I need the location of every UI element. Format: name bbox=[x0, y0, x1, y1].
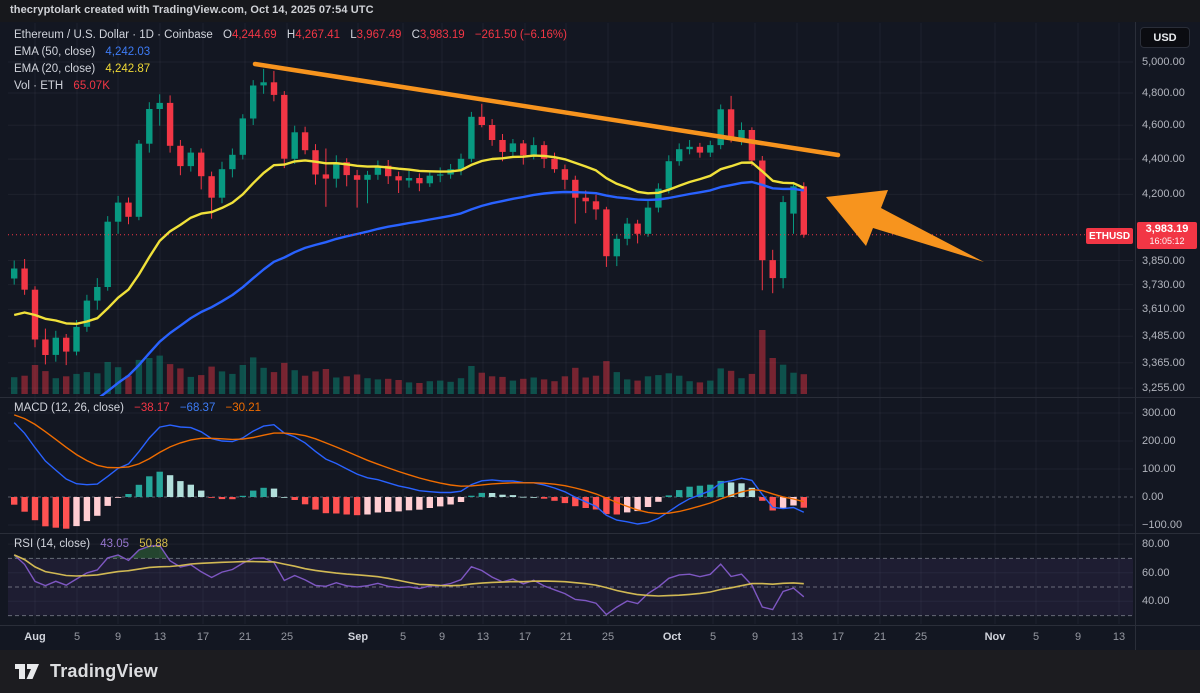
ohlc-close-label: C bbox=[411, 29, 420, 41]
time-tick-label: 21 bbox=[238, 631, 252, 643]
descending-trendline[interactable] bbox=[252, 61, 841, 158]
price-tick-label: 3,610.00 bbox=[1142, 303, 1185, 316]
time-tick-label: 25 bbox=[601, 631, 615, 643]
ema20-value: 4,242.87 bbox=[105, 63, 151, 75]
time-tick-label: 5 bbox=[709, 631, 717, 643]
price-tick-label: 3,255.00 bbox=[1142, 382, 1185, 395]
bar-countdown: 16:05:12 bbox=[1149, 236, 1185, 246]
symbol-ohlc-row: Ethereum / U.S. Dollar · 1D · Coinbase O… bbox=[14, 27, 567, 44]
time-tick-label: Sep bbox=[347, 631, 369, 643]
pane-separator-rsi[interactable] bbox=[0, 533, 1200, 534]
rsi-tick-label: 60.00 bbox=[1142, 566, 1170, 579]
price-tick-label: 3,485.00 bbox=[1142, 330, 1185, 343]
tradingview-logo-icon bbox=[15, 664, 39, 679]
ohlc-close-value: 3,983.19 bbox=[419, 29, 465, 41]
time-tick-label: 9 bbox=[438, 631, 446, 643]
ohlc-low-label: L bbox=[350, 29, 357, 41]
rsi-label: RSI (14, close) bbox=[14, 538, 91, 550]
price-tick-label: 4,800.00 bbox=[1142, 87, 1185, 99]
macd-tick-label: 0.00 bbox=[1142, 491, 1164, 503]
rsi-value: 43.05 bbox=[100, 538, 130, 550]
currency-toggle-button[interactable]: USD bbox=[1140, 27, 1190, 48]
price-tick-label: 4,600.00 bbox=[1142, 119, 1185, 132]
ema20-row: EMA (20, close) 4,242.87 bbox=[14, 61, 567, 78]
time-axis-border bbox=[0, 625, 1200, 626]
rsi-tick-label: 40.00 bbox=[1142, 595, 1170, 608]
volume-value: 65.07K bbox=[73, 80, 110, 92]
time-tick-label: 13 bbox=[153, 631, 167, 643]
macd-tick-label: 300.00 bbox=[1142, 407, 1176, 419]
ohlc-open-value: 4,244.69 bbox=[231, 29, 277, 41]
macd-tick-label: −100.00 bbox=[1142, 519, 1183, 531]
time-tick-label: 5 bbox=[73, 631, 81, 643]
time-tick-label: 13 bbox=[476, 631, 490, 643]
time-tick-label: 21 bbox=[873, 631, 887, 643]
ohlc-open-label: O bbox=[222, 29, 232, 41]
price-tick-label: 3,365.00 bbox=[1142, 356, 1185, 369]
time-tick-label: 9 bbox=[751, 631, 759, 643]
macd-hist-value: −38.17 bbox=[134, 402, 170, 414]
chart-background bbox=[0, 22, 1200, 650]
arrow-annotation[interactable] bbox=[826, 190, 984, 262]
time-tick-label: 25 bbox=[280, 631, 294, 643]
change-value: −261.50 (−6.16%) bbox=[474, 29, 567, 41]
footer-bar: TradingView bbox=[0, 650, 1200, 693]
price-tick-label: 3,850.00 bbox=[1142, 254, 1185, 267]
time-tick-label: 5 bbox=[1032, 631, 1040, 643]
rsi-tick-label: 80.00 bbox=[1142, 538, 1170, 551]
last-price-value: 3,983.19 bbox=[1145, 223, 1189, 235]
time-tick-label: 25 bbox=[914, 631, 928, 643]
ohlc-low-value: 3,967.49 bbox=[356, 29, 402, 41]
ema50-label: EMA (50, close) bbox=[14, 46, 96, 58]
time-tick-label: 13 bbox=[790, 631, 804, 643]
macd-line-value: −68.37 bbox=[179, 402, 216, 414]
rsi-legend: RSI (14, close) 43.05 50.88 bbox=[14, 538, 168, 550]
ema50-row: EMA (50, close) 4,242.03 bbox=[14, 44, 567, 61]
price-tick-label: 5,000.00 bbox=[1142, 56, 1185, 68]
time-tick-label: 17 bbox=[196, 631, 210, 643]
ohlc-high-label: H bbox=[286, 29, 296, 41]
time-tick-label: 9 bbox=[114, 631, 122, 643]
volume-label: Vol · ETH bbox=[14, 80, 64, 92]
tradingview-logo-text: TradingView bbox=[50, 661, 158, 681]
tradingview-logo[interactable]: TradingView bbox=[14, 661, 158, 682]
macd-signal-value: −30.21 bbox=[225, 402, 262, 414]
symbol-price-chip: ETHUSD bbox=[1086, 228, 1133, 244]
rsi-ma-value: 50.88 bbox=[139, 538, 169, 550]
ema20-label: EMA (20, close) bbox=[14, 63, 96, 75]
price-tick-label: 3,730.00 bbox=[1142, 278, 1185, 291]
symbol-title: Ethereum / U.S. Dollar · 1D · Coinbase bbox=[14, 29, 213, 41]
macd-tick-label: 200.00 bbox=[1142, 435, 1176, 447]
time-tick-label: 21 bbox=[559, 631, 573, 643]
pane-separator-macd[interactable] bbox=[0, 397, 1200, 398]
ema50-value: 4,242.03 bbox=[105, 46, 151, 58]
time-tick-label: Oct bbox=[662, 631, 682, 643]
attribution-text: thecryptolark created with TradingView.c… bbox=[10, 4, 374, 16]
volume-row: Vol · ETH 65.07K bbox=[14, 78, 567, 95]
macd-label: MACD (12, 26, close) bbox=[14, 402, 124, 414]
time-tick-label: Nov bbox=[984, 631, 1006, 643]
macd-tick-label: 100.00 bbox=[1142, 463, 1176, 475]
time-tick-label: 9 bbox=[1074, 631, 1082, 643]
last-price-tag: 3,983.19 16:05:12 bbox=[1137, 222, 1197, 249]
price-axis-border bbox=[1135, 22, 1136, 650]
time-tick-label: 17 bbox=[831, 631, 845, 643]
time-tick-label: 5 bbox=[399, 631, 407, 643]
time-tick-label: 17 bbox=[518, 631, 532, 643]
chart-legend: Ethereum / U.S. Dollar · 1D · Coinbase O… bbox=[14, 27, 567, 95]
price-tick-label: 4,200.00 bbox=[1142, 188, 1185, 201]
time-tick-label: 13 bbox=[1112, 631, 1126, 643]
ohlc-high-value: 4,267.41 bbox=[295, 29, 340, 41]
attribution-bar: thecryptolark created with TradingView.c… bbox=[0, 0, 1200, 22]
time-tick-label: Aug bbox=[24, 631, 46, 643]
price-tick-label: 4,400.00 bbox=[1142, 153, 1185, 166]
macd-legend: MACD (12, 26, close) −38.17 −68.37 −30.2… bbox=[14, 402, 261, 414]
